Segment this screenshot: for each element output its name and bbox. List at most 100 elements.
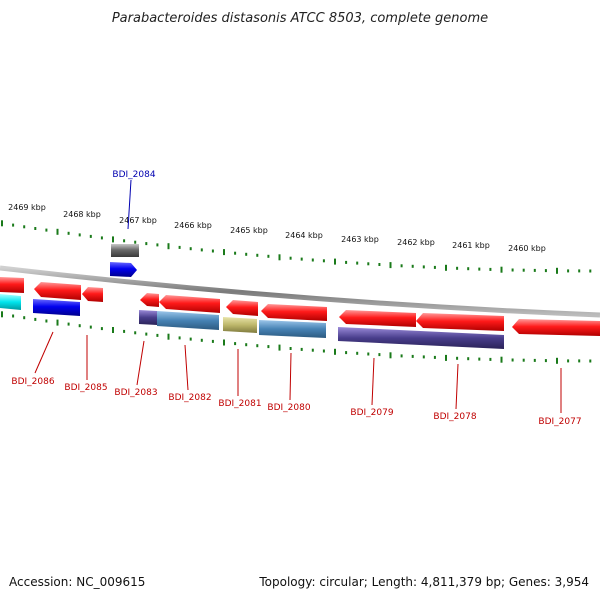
callout-line <box>127 179 132 230</box>
minor-tick <box>467 267 470 271</box>
gene-arrow[interactable] <box>34 282 81 300</box>
gene-arrow[interactable] <box>140 293 159 307</box>
minor-tick <box>189 337 192 341</box>
minor-tick <box>234 342 237 346</box>
gene-block[interactable] <box>157 311 219 330</box>
minor-tick <box>289 347 292 350</box>
gene-arrow[interactable] <box>159 295 220 313</box>
gene-callout-lines <box>34 179 562 413</box>
minor-tick <box>533 268 536 272</box>
gene-feature-top[interactable] <box>110 244 139 277</box>
gene-label: BDI_2083 <box>114 388 157 398</box>
minor-tick <box>578 359 581 363</box>
gene-block[interactable] <box>223 317 257 333</box>
gene-label: BDI_2079 <box>350 408 393 418</box>
gene-arrow[interactable] <box>339 310 416 327</box>
major-tick <box>445 354 447 361</box>
minor-tick <box>23 225 26 229</box>
scale-label: 2467 kbp <box>119 216 157 225</box>
major-tick <box>223 339 225 346</box>
scale-label: 2460 kbp <box>508 244 546 253</box>
callout-line <box>136 340 145 386</box>
minor-tick <box>267 254 270 258</box>
minor-tick <box>544 359 547 363</box>
minor-tick <box>589 269 592 273</box>
scale-label: 2461 kbp <box>452 241 490 250</box>
minor-tick <box>12 223 15 227</box>
major-tick <box>445 264 447 271</box>
gene-arrow[interactable] <box>261 304 327 321</box>
minor-tick <box>234 251 237 255</box>
minor-tick <box>478 267 481 271</box>
gene-arrow[interactable] <box>0 277 24 293</box>
gene-arrow[interactable] <box>226 300 258 316</box>
gene-arrow[interactable] <box>416 313 504 331</box>
major-tick <box>556 357 558 364</box>
minor-tick <box>300 257 303 261</box>
minor-tick <box>400 264 403 268</box>
minor-tick <box>300 347 303 351</box>
minor-tick <box>245 252 248 256</box>
callout-line <box>184 344 189 391</box>
gene-block[interactable] <box>139 310 157 325</box>
minor-tick <box>200 248 203 252</box>
minor-tick <box>134 331 137 335</box>
major-tick <box>167 333 170 340</box>
minor-tick <box>256 344 259 348</box>
minor-tick <box>211 339 214 343</box>
minor-tick <box>544 269 547 273</box>
minor-tick <box>356 351 359 355</box>
minor-tick <box>367 262 370 266</box>
major-tick <box>1 220 3 227</box>
minor-tick <box>378 353 381 357</box>
minor-tick <box>156 243 159 247</box>
minor-tick <box>78 233 81 237</box>
callout-line <box>455 363 459 410</box>
minor-tick <box>511 268 514 272</box>
major-tick <box>223 249 225 256</box>
gene-block[interactable] <box>259 320 326 338</box>
gene-block <box>111 244 139 257</box>
scale-label: 2466 kbp <box>174 221 212 230</box>
genome-backbone <box>0 265 600 318</box>
major-tick <box>278 254 281 261</box>
major-tick <box>167 243 170 250</box>
gene-label: BDI_2078 <box>433 412 476 422</box>
gene-block[interactable] <box>338 327 504 349</box>
minor-tick <box>134 240 137 244</box>
callout-line <box>34 331 54 374</box>
gene-label: BDI_2084 <box>112 170 155 180</box>
minor-tick <box>156 333 159 337</box>
minor-tick <box>522 268 525 272</box>
gene-arrow[interactable] <box>82 287 103 302</box>
gene-label: BDI_2082 <box>168 393 211 403</box>
major-tick <box>334 258 336 265</box>
gene-label: BDI_2085 <box>64 383 107 393</box>
minor-tick <box>78 324 81 328</box>
minor-tick <box>345 351 348 355</box>
minor-tick <box>422 355 425 359</box>
minor-tick <box>478 357 481 361</box>
major-tick <box>112 327 114 333</box>
minor-tick <box>489 267 492 271</box>
major-tick <box>389 262 392 269</box>
gene-block[interactable] <box>0 294 21 310</box>
minor-tick <box>178 245 181 249</box>
minor-tick <box>567 359 570 363</box>
major-tick <box>112 236 114 243</box>
major-tick <box>56 319 59 326</box>
minor-tick <box>178 336 181 340</box>
gene-label: BDI_2081 <box>218 399 261 409</box>
minor-tick <box>289 256 292 260</box>
minor-tick <box>12 314 15 318</box>
gene-block[interactable] <box>33 299 80 316</box>
minor-tick <box>67 231 70 235</box>
minor-tick <box>422 265 425 269</box>
minor-tick <box>456 356 459 360</box>
gene-arrow[interactable] <box>512 319 600 336</box>
minor-tick <box>100 327 103 331</box>
major-tick <box>278 344 281 351</box>
map-title: Parabacteroides distasonis ATCC 8503, co… <box>112 11 488 26</box>
scale-label: 2468 kbp <box>63 210 101 219</box>
scale-label: 2464 kbp <box>285 231 323 240</box>
